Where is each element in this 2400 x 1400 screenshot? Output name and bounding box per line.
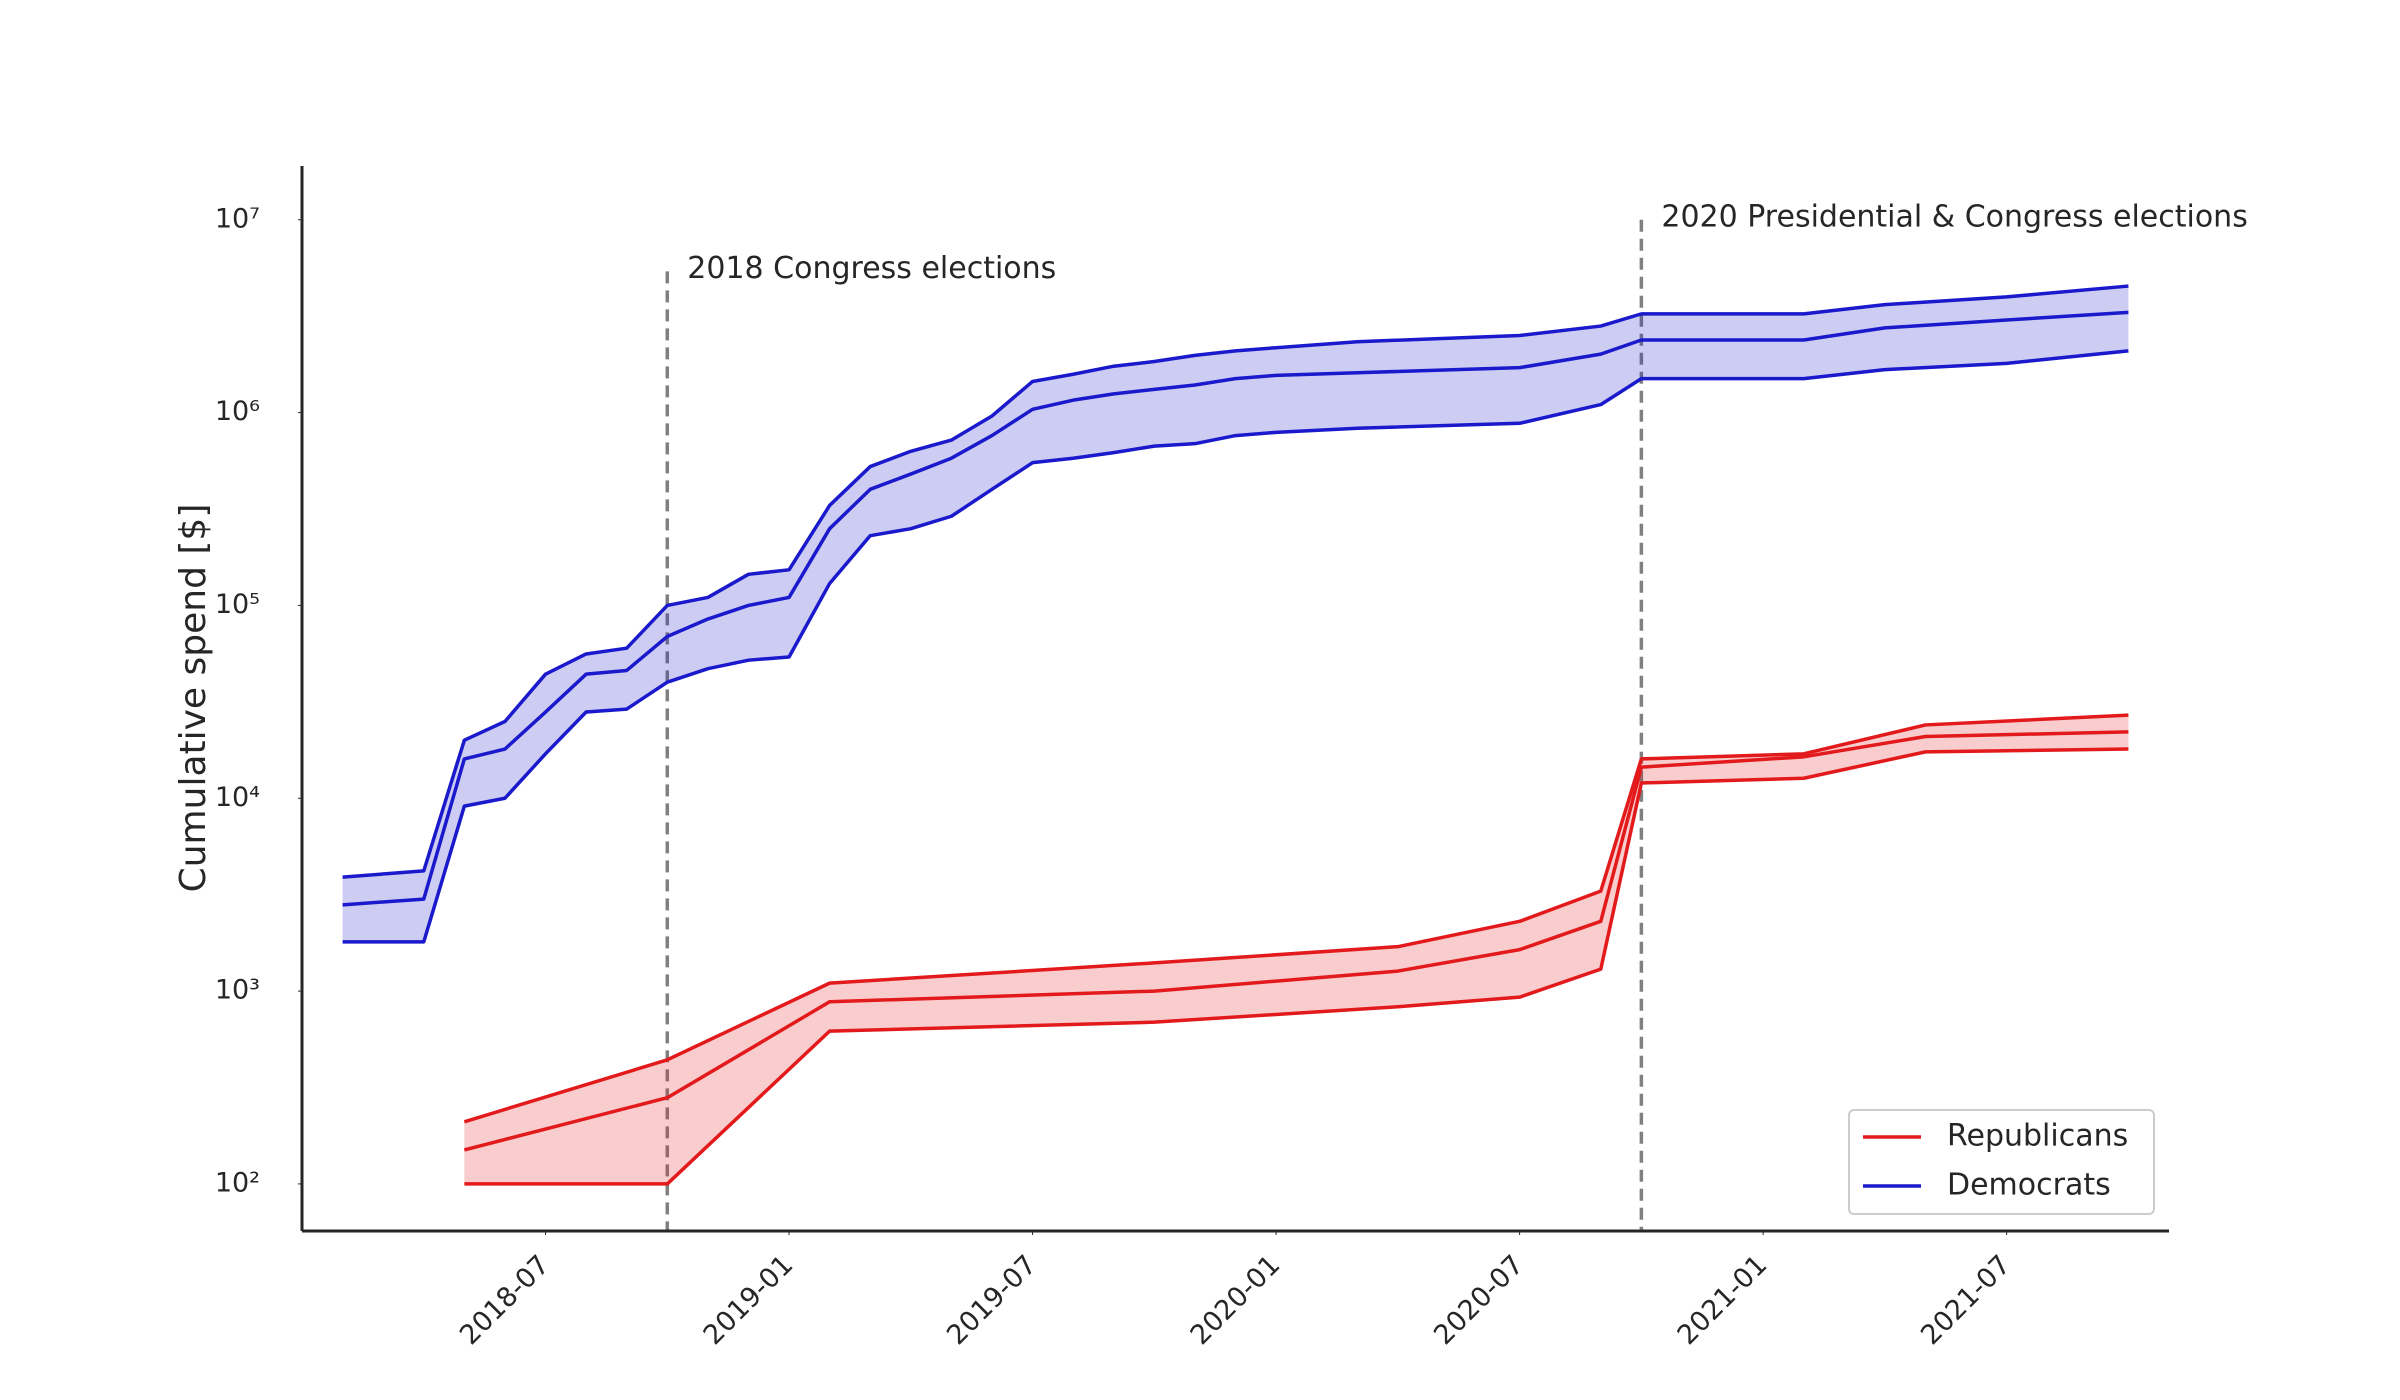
x-tick-label: 2019-01 [698,1249,800,1351]
x-tick-label: 2021-01 [1672,1249,1774,1351]
y-tick-label: 10³ [215,975,260,1006]
band-edge [342,284,2129,879]
band [464,715,2129,1184]
legend-box [1848,1109,2155,1215]
band-edge [342,349,2129,944]
band-edge [463,713,2129,1124]
y-axis-label: Cumulative spend [$] [173,504,214,893]
legend-label: Republicans [1947,1119,2128,1154]
x-tick-label: 2020-07 [1428,1249,1530,1351]
legend-label: Democrats [1947,1168,2111,1203]
y-tick-label: 10⁷ [215,203,260,234]
y-tick-label: 10⁵ [215,589,260,620]
band-edge [464,747,2129,1186]
y-tick-label: 10⁴ [215,782,260,813]
line [463,730,2129,1152]
x-tick-label: 2019-07 [941,1249,1043,1351]
legend: Republicans Democrats [1848,1109,2155,1215]
band [342,286,2129,942]
y-tick-label: 10⁶ [215,396,260,427]
x-tick-label: 2021-07 [1915,1249,2017,1351]
annotation-text: 2018 Congress elections [687,251,1056,286]
annotation-text: 2020 Presidential & Congress elections [1661,199,2247,234]
x-tick-label: 2018-07 [454,1249,556,1351]
x-tick-label: 2020-01 [1185,1249,1287,1351]
y-tick-label: 10² [215,1167,260,1198]
line [342,310,2129,907]
